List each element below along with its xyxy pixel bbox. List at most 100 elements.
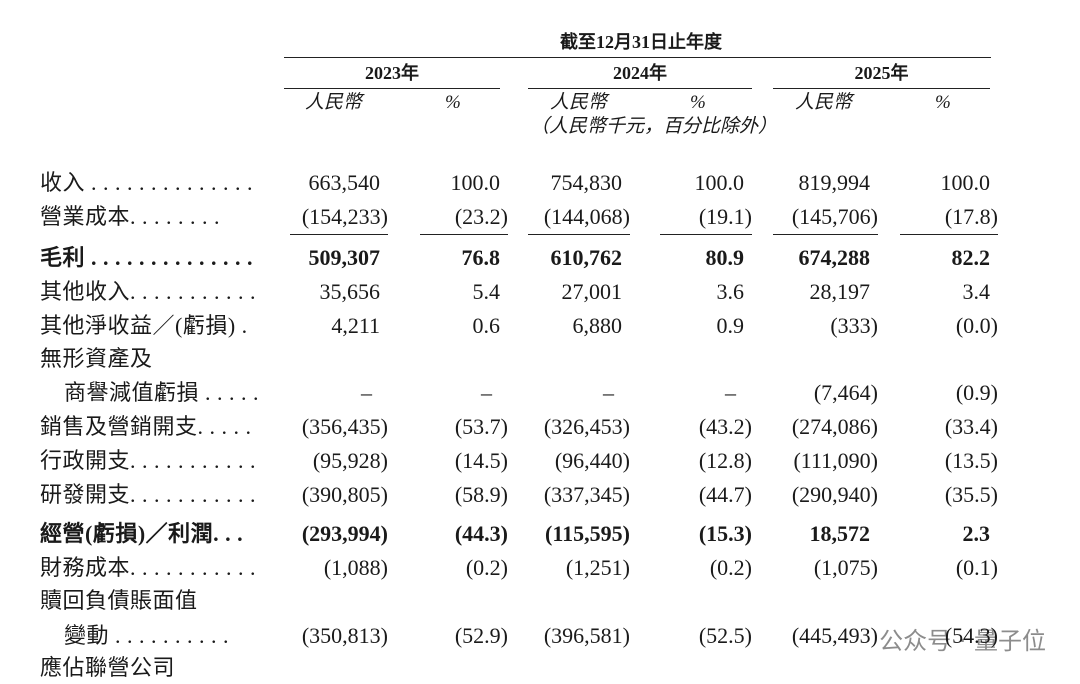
cell-value: 663,540 (308, 170, 381, 195)
cell-value: 674,288 (798, 245, 871, 270)
year-header: 2023年 (365, 63, 419, 83)
row-label: 應佔聯營公司 (40, 655, 176, 680)
column-header: 人民幣 (305, 92, 363, 113)
cell-value: 610,762 (550, 245, 623, 270)
cell-value: 0.9 (716, 313, 745, 338)
watermark: 公众号 · 量子位 (879, 627, 1046, 655)
cell-value: (14.5) (454, 448, 508, 473)
cell-value: (19.1) (698, 204, 752, 229)
cell-value: (356,435) (301, 414, 388, 439)
cell-value: (95,928) (312, 448, 388, 473)
cell-value: (33.4) (944, 414, 998, 439)
cell-value: (23.2) (454, 204, 508, 229)
cell-value: (1,251) (565, 555, 630, 580)
cell-value: 35,656 (319, 279, 381, 304)
row-label: 收入 . . . . . . . . . . . . . . (40, 170, 254, 195)
cell-value: 3.4 (962, 279, 991, 304)
cell-value: (390,805) (301, 482, 388, 507)
cell-value: (44.3) (454, 521, 508, 546)
cell-value: – (481, 380, 492, 405)
cell-value: (1,075) (813, 555, 878, 580)
row-label: 研發開支. . . . . . . . . . . (40, 482, 257, 507)
cell-value: (0.0) (955, 313, 998, 338)
cell-value: (145,706) (791, 204, 878, 229)
cell-value: (293,994) (301, 521, 388, 546)
cell-value: (333) (830, 313, 878, 338)
cell-value: (13.5) (944, 448, 998, 473)
subtotal-rule (773, 234, 878, 235)
cell-value: (52.5) (698, 623, 752, 648)
cell-value: 100.0 (450, 170, 501, 195)
cell-value: (396,581) (543, 623, 630, 648)
row-label: 變動 . . . . . . . . . . (64, 623, 230, 648)
cell-value: (115,595) (545, 521, 630, 546)
cell-value: (0.2) (465, 555, 508, 580)
subtotal-rule (290, 234, 388, 235)
row-label: 其他淨收益／(虧損) . (40, 313, 248, 338)
cell-value: 5.4 (472, 279, 501, 304)
subtotal-rule (528, 234, 630, 235)
row-label: 商譽減值虧損 . . . . . (64, 380, 260, 405)
subtotal-rule (420, 234, 508, 235)
year-rule (773, 88, 990, 89)
column-header: 人民幣 (550, 92, 608, 113)
column-header: % (690, 92, 706, 113)
cell-value: 82.2 (951, 245, 991, 270)
cell-value: 819,994 (798, 170, 871, 195)
row-label: 行政開支. . . . . . . . . . . (40, 448, 257, 473)
cell-value: 18,572 (809, 521, 871, 546)
cell-value: 76.8 (461, 245, 501, 270)
cell-value: – (725, 380, 736, 405)
year-header: 2025年 (854, 63, 909, 83)
cell-value: (17.8) (944, 204, 998, 229)
cell-value: 28,197 (809, 279, 871, 304)
cell-value: 509,307 (308, 245, 381, 270)
cell-value: 100.0 (940, 170, 991, 195)
header-rule (284, 57, 991, 58)
cell-value: (12.8) (698, 448, 752, 473)
cell-value: 2.3 (962, 521, 991, 546)
cell-value: – (361, 380, 372, 405)
row-label: 營業成本. . . . . . . . (40, 204, 221, 229)
cell-value: 4,211 (331, 313, 380, 338)
cell-value: 27,001 (561, 279, 623, 304)
row-label: 財務成本. . . . . . . . . . . (40, 555, 257, 580)
cell-value: (52.9) (454, 623, 508, 648)
cell-value: (445,493) (791, 623, 878, 648)
cell-value: (1,088) (323, 555, 388, 580)
column-header: % (445, 92, 461, 113)
cell-value: (35.5) (944, 482, 998, 507)
cell-value: (15.3) (698, 521, 752, 546)
year-rule (528, 88, 752, 89)
cell-value: (0.1) (955, 555, 998, 580)
cell-value: (274,086) (791, 414, 878, 439)
year-header: 2024年 (613, 63, 667, 83)
cell-value: (111,090) (793, 448, 878, 473)
row-label: 毛利 . . . . . . . . . . . . . . (40, 245, 254, 270)
cell-value: (144,068) (543, 204, 630, 229)
cell-value: (53.7) (454, 414, 508, 439)
cell-value: (0.2) (709, 555, 752, 580)
cell-value: (337,345) (543, 482, 630, 507)
year-rule (284, 88, 500, 89)
cell-value: (350,813) (301, 623, 388, 648)
row-label: 其他收入. . . . . . . . . . . (40, 279, 257, 304)
cell-value: (54.3) (944, 623, 998, 648)
row-label: 銷售及營銷開支. . . . . (40, 414, 252, 439)
cell-value: 100.0 (694, 170, 745, 195)
column-header: 人民幣 (795, 92, 853, 113)
cell-value: (44.7) (698, 482, 752, 507)
cell-value: (43.2) (698, 414, 752, 439)
cell-value: 3.6 (716, 279, 745, 304)
row-label: 贖回負債賬面值 (40, 588, 198, 613)
row-label: 無形資產及 (40, 346, 153, 371)
cell-value: 80.9 (705, 245, 745, 270)
cell-value: 754,830 (550, 170, 623, 195)
column-header: % (935, 92, 951, 113)
cell-value: (0.9) (955, 380, 998, 405)
cell-value: (96,440) (554, 448, 630, 473)
unit-note: （人民幣千元，百分比除外） (530, 116, 778, 137)
cell-value: (154,233) (301, 204, 388, 229)
subtotal-rule (660, 234, 752, 235)
